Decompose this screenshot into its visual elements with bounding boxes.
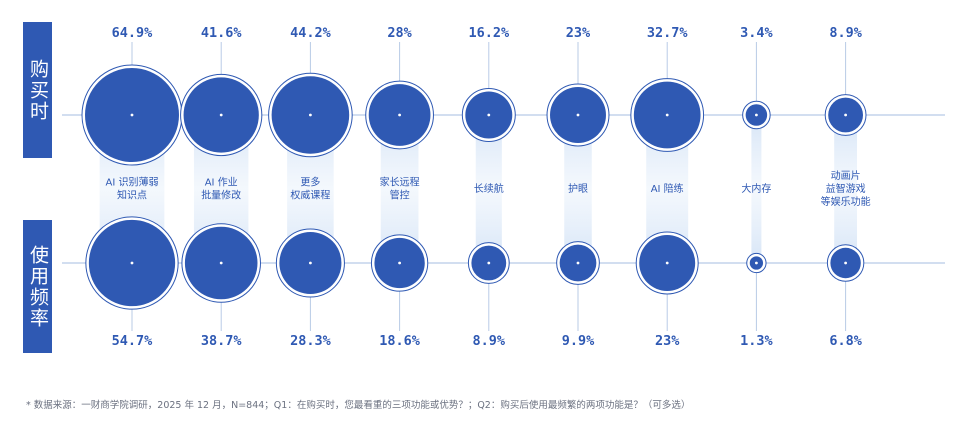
value-label-purchase: 3.4% (740, 25, 773, 41)
bubble-center-dot (309, 113, 312, 117)
value-label-usage: 28.3% (290, 333, 332, 349)
value-label-purchase: 32.7% (647, 25, 689, 41)
row-label-usage: 使用频率 (23, 220, 52, 353)
bubble-center-dot (398, 261, 401, 265)
bubble-center-dot (487, 113, 491, 117)
bubble-center-dot (309, 261, 312, 265)
value-label-usage: 8.9% (473, 333, 506, 349)
bubble-center-dot (219, 261, 223, 265)
category-label: 护眼 (568, 182, 588, 195)
value-label-purchase: 28% (387, 25, 412, 41)
category-label: 等娱乐功能 (821, 195, 871, 208)
value-label-purchase: 16.2% (468, 25, 510, 41)
category-label: 益智游戏 (826, 182, 866, 195)
category-label: AI 作业 (205, 177, 238, 189)
category-label: 知识点 (117, 189, 147, 202)
category-label: AI 识别薄弱 (106, 176, 159, 189)
bubble-center-dot (665, 113, 669, 117)
bubble-center-dot (844, 113, 847, 117)
value-label-purchase: 44.2% (290, 25, 332, 41)
connector-glow (834, 115, 858, 263)
category-label: 批量修改 (201, 189, 241, 202)
bubble-center-dot (130, 113, 134, 117)
row-label-purchase: 购买时 (23, 22, 52, 158)
bubble-center-dot (576, 261, 580, 265)
value-label-purchase: 8.9% (829, 25, 862, 41)
bubble-center-dot (219, 113, 223, 117)
category-label: 更多 (300, 176, 320, 189)
category-label: AI 陪练 (651, 182, 684, 195)
bubble-center-dot (487, 261, 491, 265)
category-label: 管控 (390, 189, 410, 202)
bubble-center-dot (755, 113, 758, 117)
row-label-purchase-text: 购买时 (27, 58, 49, 122)
bubble-layer (81, 64, 867, 310)
category-label: 动画片 (831, 169, 861, 182)
value-label-usage: 23% (655, 333, 680, 349)
value-label-usage: 6.8% (829, 333, 862, 349)
value-label-usage: 18.6% (379, 333, 421, 349)
bubble-center-dot (576, 113, 580, 117)
value-label-usage: 9.9% (562, 333, 595, 349)
category-label: 权威课程 (290, 189, 330, 202)
value-label-usage: 54.7% (112, 333, 154, 349)
value-label-usage: 1.3% (740, 333, 773, 349)
category-label: 家长远程 (380, 176, 420, 189)
value-label-purchase: 23% (566, 25, 591, 41)
bubble-center-dot (844, 261, 847, 265)
value-label-usage: 38.7% (201, 333, 243, 349)
footnote: * 数据来源：一财商学院调研，2025 年 12 月，N=844；Q1：在购买时… (26, 400, 691, 411)
row-label-usage-text: 使用频率 (27, 244, 49, 329)
bubble-center-dot (130, 261, 134, 265)
value-label-purchase: 64.9% (112, 25, 154, 41)
value-label-purchase: 41.6% (201, 25, 243, 41)
bubble-center-dot (665, 261, 669, 265)
bubble-center-dot (755, 261, 758, 265)
bubble-center-dot (398, 113, 401, 117)
category-label: 长续航 (474, 182, 504, 195)
connector-glow (751, 115, 762, 263)
category-label: 大内存 (741, 182, 771, 195)
